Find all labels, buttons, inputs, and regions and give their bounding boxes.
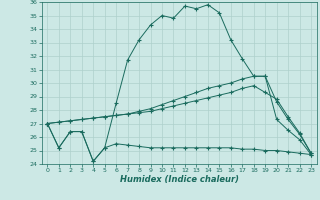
X-axis label: Humidex (Indice chaleur): Humidex (Indice chaleur)	[120, 175, 239, 184]
